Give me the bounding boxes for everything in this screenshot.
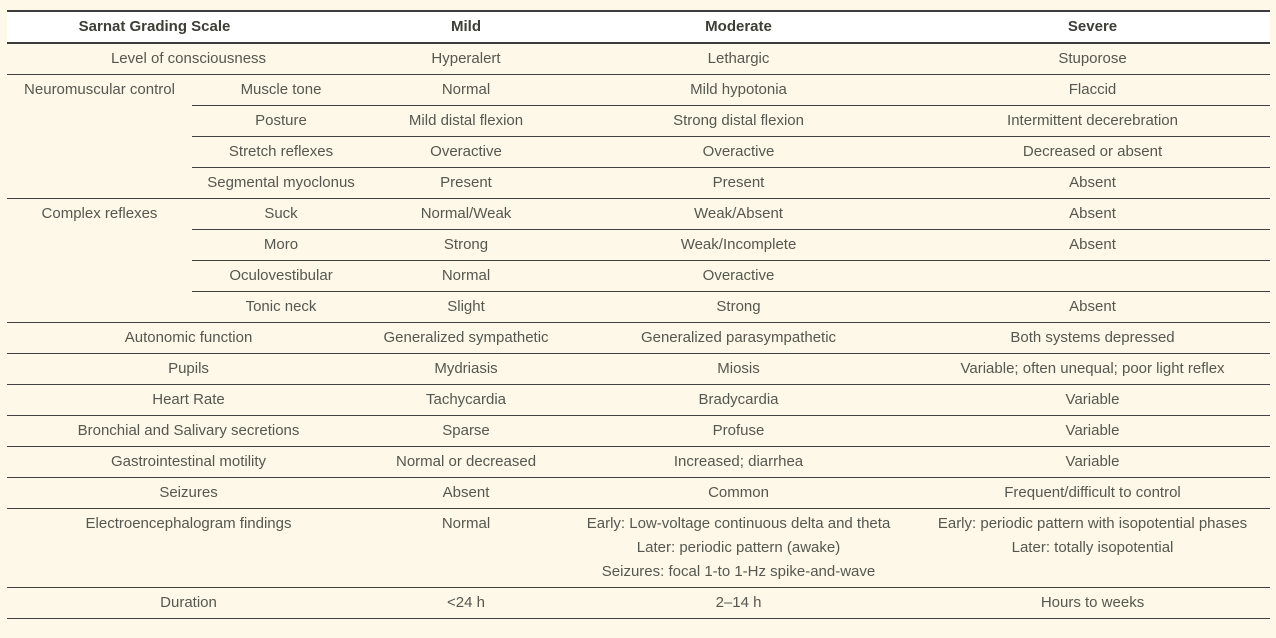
row-eeg-findings: Electroencephalogram findings Normal Ear…: [7, 508, 1271, 588]
cell-mild: Hyperalert: [370, 42, 563, 75]
eeg-severe-line-early: Early: periodic pattern with isopotentia…: [937, 515, 1248, 532]
row-label: Pupils: [7, 353, 371, 385]
cell-severe: Absent: [915, 198, 1271, 230]
cell-severe: Variable; often unequal; poor light refl…: [915, 353, 1271, 385]
cell-moderate: Bradycardia: [562, 384, 916, 416]
cell-mild: Normal: [370, 74, 563, 106]
cell-mild: Normal/Weak: [370, 198, 563, 230]
row-heart-rate: Heart Rate Tachycardia Bradycardia Varia…: [7, 384, 1271, 416]
row-oculovestibular: Oculovestibular Normal Overactive: [7, 260, 1271, 292]
cell-moderate: Weak/Incomplete: [562, 229, 916, 261]
cell-moderate: Weak/Absent: [562, 198, 916, 230]
row-seizures: Seizures Absent Common Frequent/difficul…: [7, 477, 1271, 509]
row-posture: Posture Mild distal flexion Strong dista…: [7, 105, 1271, 137]
row-label: Level of consciousness: [7, 42, 371, 75]
cell-moderate: Common: [562, 477, 916, 509]
cell-mild: Mild distal flexion: [370, 105, 563, 137]
row-label: Heart Rate: [7, 384, 371, 416]
cell-mild: Normal: [370, 508, 563, 588]
group-neuromuscular-control: Neuromuscular control: [7, 74, 192, 199]
eeg-severe-line-later: Later: totally isopotential: [1011, 539, 1174, 556]
cell-moderate: Strong: [562, 291, 916, 323]
cell-severe: Absent: [915, 229, 1271, 261]
cell-moderate: Mild hypotonia: [562, 74, 916, 106]
eeg-moderate-line-seizures: Seizures: focal 1-to 1-Hz spike-and-wave: [601, 563, 876, 580]
cell-moderate: Overactive: [562, 136, 916, 168]
cell-severe: Absent: [915, 291, 1271, 323]
row-bronchial-salivary-secretions: Bronchial and Salivary secretions Sparse…: [7, 415, 1271, 447]
row-label: Bronchial and Salivary secretions: [7, 415, 371, 447]
row-item: Moro: [192, 229, 371, 261]
cell-moderate: Miosis: [562, 353, 916, 385]
cell-mild: Absent: [370, 477, 563, 509]
row-muscle-tone: Neuromuscular control Muscle tone Normal…: [7, 74, 1271, 199]
row-label: Autonomic function: [7, 322, 371, 354]
cell-mild: Generalized sympathetic: [370, 322, 563, 354]
cell-severe: Intermittent decerebration: [915, 105, 1271, 137]
cell-severe: Both systems depressed: [915, 322, 1271, 354]
cell-mild: Strong: [370, 229, 563, 261]
row-gastrointestinal-motility: Gastrointestinal motility Normal or decr…: [7, 446, 1271, 478]
sarnat-grading-table: Sarnat Grading Scale Mild Moderate Sever…: [7, 10, 1271, 619]
cell-moderate: Present: [562, 167, 916, 199]
row-label: Duration: [7, 587, 371, 619]
cell-severe: Variable: [915, 384, 1271, 416]
row-label: Seizures: [7, 477, 371, 509]
cell-severe: Early: periodic pattern with isopotentia…: [915, 508, 1271, 588]
cell-moderate: Strong distal flexion: [562, 105, 916, 137]
cell-mild: Normal or decreased: [370, 446, 563, 478]
row-moro: Moro Strong Weak/Incomplete Absent: [7, 229, 1271, 261]
cell-moderate: Overactive: [562, 260, 916, 292]
cell-severe: Variable: [915, 415, 1271, 447]
cell-moderate: Generalized parasympathetic: [562, 322, 916, 354]
row-item: Tonic neck: [192, 291, 371, 323]
cell-moderate: 2–14 h: [562, 587, 916, 619]
cell-mild: Normal: [370, 260, 563, 292]
cell-moderate: Increased; diarrhea: [562, 446, 916, 478]
row-suck: Complex reflexes Suck Normal/Weak Weak/A…: [7, 198, 1271, 323]
row-label: Gastrointestinal motility: [7, 446, 371, 478]
header-mild: Mild: [370, 10, 563, 44]
cell-mild: Tachycardia: [370, 384, 563, 416]
header-severe: Severe: [915, 10, 1271, 44]
cell-mild: <24 h: [370, 587, 563, 619]
row-item: Posture: [192, 105, 371, 137]
row-item: Stretch reflexes: [192, 136, 371, 168]
row-item: Suck: [192, 198, 371, 230]
table-header-row: Sarnat Grading Scale Mild Moderate Sever…: [7, 10, 1271, 44]
cell-severe: Stuporose: [915, 42, 1271, 75]
cell-severe: Flaccid: [915, 74, 1271, 106]
cell-mild: Present: [370, 167, 563, 199]
cell-severe: [915, 260, 1271, 292]
cell-severe: Decreased or absent: [915, 136, 1271, 168]
row-item: Segmental myoclonus: [192, 167, 371, 199]
group-complex-reflexes: Complex reflexes: [7, 198, 192, 323]
row-item: Muscle tone: [192, 74, 371, 106]
cell-moderate: Lethargic: [562, 42, 916, 75]
row-level-of-consciousness: Level of consciousness Hyperalert Lethar…: [7, 42, 1271, 75]
row-tonic-neck: Tonic neck Slight Strong Absent: [7, 291, 1271, 323]
eeg-moderate-line-early: Early: Low-voltage continuous delta and …: [586, 515, 891, 532]
cell-moderate: Profuse: [562, 415, 916, 447]
cell-severe: Variable: [915, 446, 1271, 478]
cell-severe: Absent: [915, 167, 1271, 199]
row-segmental-myoclonus: Segmental myoclonus Present Present Abse…: [7, 167, 1271, 199]
row-duration: Duration <24 h 2–14 h Hours to weeks: [7, 587, 1271, 619]
row-stretch-reflexes: Stretch reflexes Overactive Overactive D…: [7, 136, 1271, 168]
cell-mild: Slight: [370, 291, 563, 323]
header-moderate: Moderate: [562, 10, 916, 44]
row-label: Electroencephalogram findings: [7, 508, 371, 588]
eeg-moderate-line-later: Later: periodic pattern (awake): [636, 539, 841, 556]
cell-severe: Hours to weeks: [915, 587, 1271, 619]
row-item: Oculovestibular: [192, 260, 371, 292]
cell-mild: Sparse: [370, 415, 563, 447]
cell-severe: Frequent/difficult to control: [915, 477, 1271, 509]
cell-mild: Overactive: [370, 136, 563, 168]
cell-mild: Mydriasis: [370, 353, 563, 385]
row-autonomic-function: Autonomic function Generalized sympathet…: [7, 322, 1271, 354]
row-pupils: Pupils Mydriasis Miosis Variable; often …: [7, 353, 1271, 385]
header-scale: Sarnat Grading Scale: [7, 10, 371, 44]
cell-moderate: Early: Low-voltage continuous delta and …: [562, 508, 916, 588]
